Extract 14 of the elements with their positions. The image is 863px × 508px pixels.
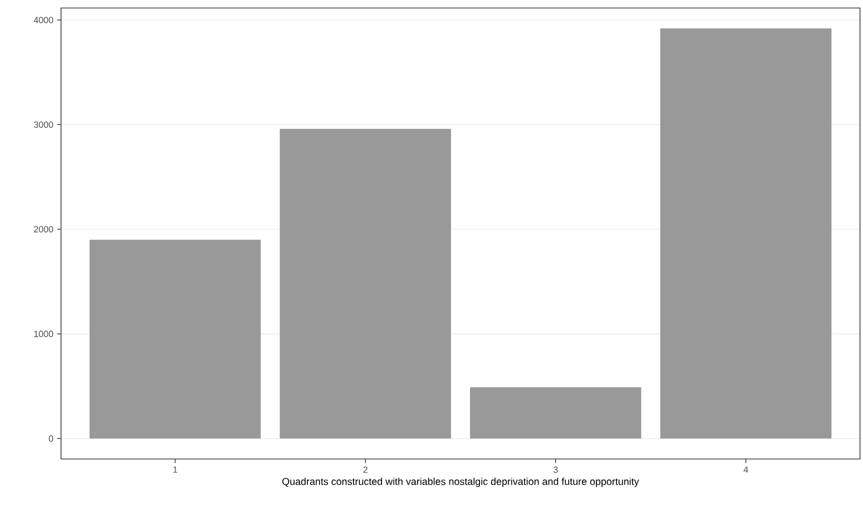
y-tick-label: 1000: [34, 330, 54, 338]
bar: [470, 387, 642, 438]
x-tick-label: 1: [173, 466, 178, 473]
y-tick-label: 4000: [34, 16, 54, 24]
bar: [280, 128, 451, 438]
x-tick-label: 2: [363, 466, 368, 473]
bar: [660, 28, 832, 438]
y-tick-label: 3000: [34, 121, 54, 128]
x-tick-label: 4: [744, 466, 748, 473]
y-tick-label: 2000: [34, 226, 54, 232]
y-tick-label: 0: [48, 435, 54, 442]
x-axis-title: Quadrants constructed with variables nostalgic deprivation and future opportunity: [282, 478, 640, 487]
x-tick-label: 3: [553, 466, 558, 473]
bar: [90, 240, 261, 438]
